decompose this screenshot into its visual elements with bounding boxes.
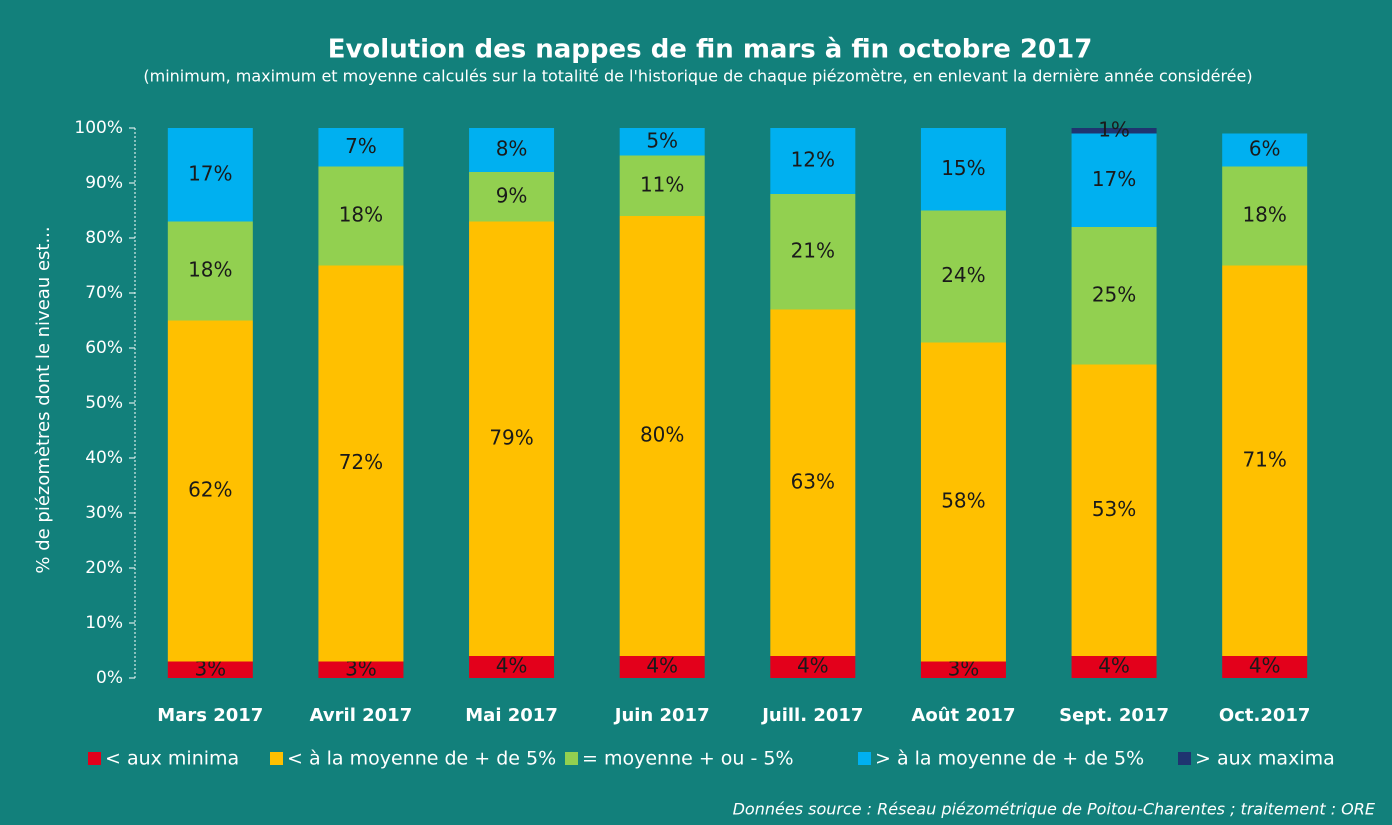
data-label: 15% [941, 156, 985, 180]
data-label: 71% [1242, 447, 1286, 471]
bar-segment [619, 155, 705, 216]
data-label: 80% [640, 423, 684, 447]
data-label: 79% [489, 425, 533, 449]
bar-segment [469, 128, 555, 172]
data-label: 18% [1242, 203, 1286, 227]
bar-segment [920, 661, 1006, 678]
data-label: 4% [1098, 654, 1130, 678]
bar-segment [1071, 656, 1157, 678]
y-axis-title: % de piézomètres dont le niveau est... [33, 226, 54, 573]
bar-segment [770, 128, 856, 194]
data-label: 25% [1092, 282, 1136, 306]
data-label: 24% [941, 263, 985, 287]
bar-segment [770, 309, 856, 656]
y-tick-label: 70% [85, 283, 123, 303]
legend-swatch [565, 752, 578, 765]
bar-segment [619, 128, 705, 156]
bar-segment [1222, 265, 1308, 656]
legend-swatch [270, 752, 283, 765]
legend-label: < à la moyenne de + de 5% [287, 748, 556, 770]
y-tick-label: 60% [85, 338, 123, 358]
data-label: 7% [345, 134, 377, 158]
bar-segment [469, 172, 555, 222]
bar-segment [920, 128, 1006, 211]
source-note: Données source : Réseau piézométrique de… [733, 800, 1376, 819]
bar-segment [167, 221, 253, 321]
legend-label: > à la moyenne de + de 5% [875, 748, 1144, 770]
y-tick-label: 10% [85, 613, 123, 633]
bar-segment [167, 320, 253, 662]
data-label: 1% [1098, 117, 1130, 141]
x-tick-label: Juill. 2017 [760, 705, 863, 726]
data-label: 4% [496, 654, 528, 678]
bar-segment [318, 265, 404, 662]
bar-segment [770, 194, 856, 310]
x-tick-label: Mars 2017 [157, 705, 263, 726]
bar-segment [1222, 133, 1308, 167]
data-label: 17% [188, 161, 232, 185]
bar-segment [1071, 364, 1157, 656]
y-tick-label: 0% [96, 668, 123, 688]
bar-segment [167, 661, 253, 678]
data-label: 9% [496, 183, 528, 207]
y-tick-label: 90% [85, 173, 123, 193]
legend-label: > aux maxima [1195, 748, 1335, 770]
data-label: 12% [791, 148, 835, 172]
y-tick-label: 40% [85, 448, 123, 468]
bar-segment [1222, 166, 1308, 266]
bar-segment [318, 661, 404, 678]
bar-segment [770, 656, 856, 678]
legend-label: = moyenne + ou - 5% [582, 748, 794, 770]
bar-segment [1071, 133, 1157, 227]
legend-swatch [88, 752, 101, 765]
data-label: 6% [1249, 137, 1281, 161]
y-tick-label: 50% [85, 393, 123, 413]
bar-segment [619, 216, 705, 656]
x-tick-label: Oct.2017 [1219, 705, 1311, 726]
legend-label: < aux minima [105, 748, 239, 770]
chart-subtitle: (minimum, maximum et moyenne calculés su… [143, 67, 1252, 86]
data-label: 11% [640, 172, 684, 196]
data-label: 5% [646, 128, 678, 152]
x-tick-label: Mai 2017 [465, 705, 558, 726]
bar-segment [167, 128, 253, 222]
x-tick-label: Avril 2017 [310, 705, 413, 726]
y-tick-label: 80% [85, 228, 123, 248]
data-label: 58% [941, 489, 985, 513]
data-label: 17% [1092, 167, 1136, 191]
chart-title: Evolution des nappes de fin mars à fin o… [328, 35, 1093, 65]
x-tick-label: Août 2017 [911, 705, 1015, 726]
data-label: 63% [791, 469, 835, 493]
legend-swatch [1178, 752, 1191, 765]
bar-segment [318, 128, 404, 167]
y-tick-label: 30% [85, 503, 123, 523]
data-label: 4% [797, 654, 829, 678]
bar-segment [1071, 128, 1157, 134]
data-label: 18% [188, 258, 232, 282]
data-label: 21% [791, 238, 835, 262]
bar-segment [469, 221, 555, 656]
data-label: 62% [188, 478, 232, 502]
bar-segment [1222, 656, 1308, 678]
bar-segment [1071, 227, 1157, 365]
y-tick-label: 20% [85, 558, 123, 578]
bar-segment [920, 342, 1006, 662]
bar-segment [469, 656, 555, 678]
bar-segment [619, 656, 705, 678]
y-tick-label: 100% [74, 118, 123, 138]
data-label: 4% [646, 654, 678, 678]
legend-swatch [858, 752, 871, 765]
data-label: 8% [496, 137, 528, 161]
data-label: 18% [339, 203, 383, 227]
x-tick-label: Sept. 2017 [1059, 705, 1169, 726]
data-label: 72% [339, 450, 383, 474]
bar-segment [920, 210, 1006, 343]
bar-segment [318, 166, 404, 266]
data-label: 4% [1249, 654, 1281, 678]
x-tick-label: Juin 2017 [613, 705, 710, 726]
data-label: 53% [1092, 497, 1136, 521]
